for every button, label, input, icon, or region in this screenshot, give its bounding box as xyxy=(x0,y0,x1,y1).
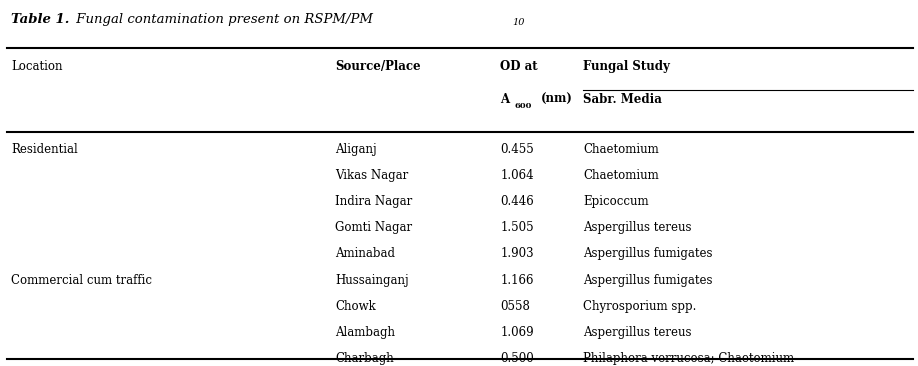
Text: 1.166: 1.166 xyxy=(500,274,533,287)
Text: Fungal Study: Fungal Study xyxy=(583,60,670,74)
Text: Indira Nagar: Indira Nagar xyxy=(335,195,412,208)
Text: A: A xyxy=(500,93,509,107)
Text: Charbagh: Charbagh xyxy=(335,352,394,365)
Text: 0558: 0558 xyxy=(500,300,531,313)
Text: 0.500: 0.500 xyxy=(500,352,534,365)
Text: 1.069: 1.069 xyxy=(500,326,534,339)
Text: Aliganj: Aliganj xyxy=(335,143,376,156)
Text: Sabr. Media: Sabr. Media xyxy=(583,93,662,107)
Text: Vikas Nagar: Vikas Nagar xyxy=(335,169,409,182)
Text: Aspergillus tereus: Aspergillus tereus xyxy=(583,221,691,234)
Text: Aminabad: Aminabad xyxy=(335,247,395,261)
Text: Residential: Residential xyxy=(11,143,78,156)
Text: 1.064: 1.064 xyxy=(500,169,534,182)
Text: 10: 10 xyxy=(512,18,525,27)
Text: 0.446: 0.446 xyxy=(500,195,534,208)
Text: Chowk: Chowk xyxy=(335,300,375,313)
Text: Table 1.: Table 1. xyxy=(11,13,70,26)
Text: Gomti Nagar: Gomti Nagar xyxy=(335,221,412,234)
Text: Chaetomium: Chaetomium xyxy=(583,169,659,182)
Text: 0.455: 0.455 xyxy=(500,143,534,156)
Text: Aspergillus fumigates: Aspergillus fumigates xyxy=(583,247,712,261)
Text: Chaetomium: Chaetomium xyxy=(583,143,659,156)
Text: Hussainganj: Hussainganj xyxy=(335,274,409,287)
Text: Source/Place: Source/Place xyxy=(335,60,420,74)
Text: Aspergillus fumigates: Aspergillus fumigates xyxy=(583,274,712,287)
Text: Fungal contamination present on RSPM/PM: Fungal contamination present on RSPM/PM xyxy=(72,13,373,26)
Text: 1.903: 1.903 xyxy=(500,247,534,261)
Text: OD at: OD at xyxy=(500,60,538,74)
Text: 600: 600 xyxy=(515,102,532,111)
Text: (nm): (nm) xyxy=(541,93,573,107)
Text: Commercial cum traffic: Commercial cum traffic xyxy=(11,274,152,287)
Text: Chyrosporium spp.: Chyrosporium spp. xyxy=(583,300,697,313)
Text: 1.505: 1.505 xyxy=(500,221,534,234)
Text: Location: Location xyxy=(11,60,62,74)
Text: Alambagh: Alambagh xyxy=(335,326,395,339)
Text: Epicoccum: Epicoccum xyxy=(583,195,648,208)
Text: Philaphora verrucosa; Chaetomium: Philaphora verrucosa; Chaetomium xyxy=(583,352,794,365)
Text: Aspergillus tereus: Aspergillus tereus xyxy=(583,326,691,339)
